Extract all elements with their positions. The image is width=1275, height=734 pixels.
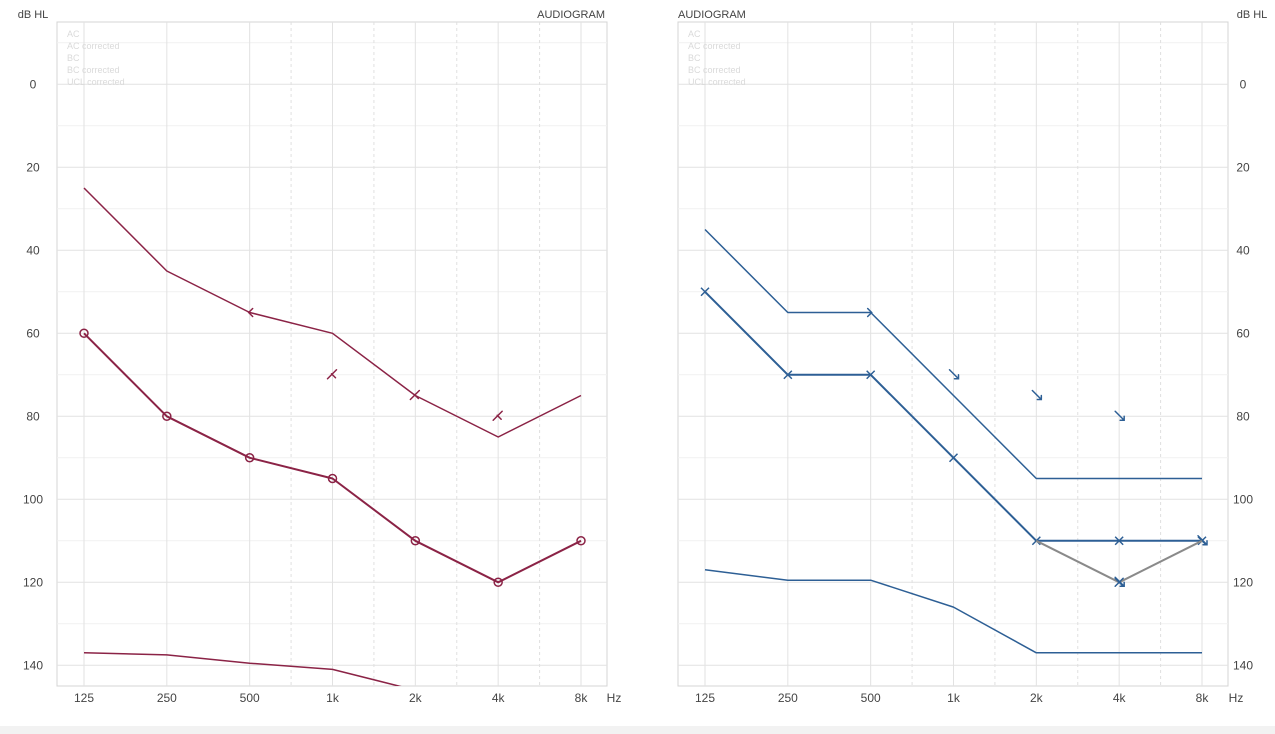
- legend-entry: BC: [67, 53, 80, 63]
- chart-title: AUDIOGRAM: [678, 9, 746, 21]
- bc-corrected-marker: [326, 369, 338, 380]
- series-line: [83, 652, 402, 686]
- legend-entry: UCL corrected: [67, 77, 125, 87]
- legend-entry: AC corrected: [688, 41, 741, 51]
- legend-entry: AC: [67, 29, 80, 39]
- series-line: [704, 569, 1202, 654]
- y-tick-label: 100: [1233, 492, 1253, 506]
- data-point-x: [1114, 536, 1124, 546]
- vertical-gridlines: [83, 22, 582, 686]
- x-tick-label: 125: [74, 691, 94, 705]
- bc-corrected-marker: [1197, 535, 1208, 546]
- legend: AC AC corrected BC BC corrected UCL correcte…: [688, 29, 746, 87]
- x-tick-label: 4k: [1113, 691, 1127, 705]
- data-point-circle: [79, 328, 89, 338]
- y-tick-label: 100: [23, 492, 43, 506]
- y-tick-label: 40: [1236, 243, 1250, 257]
- x-tick-label: 8k: [1196, 691, 1210, 705]
- x-tick-label: 250: [157, 691, 177, 705]
- y-axis-label: dB HL: [1237, 9, 1268, 21]
- x-tick-label: 1k: [326, 691, 340, 705]
- data-point-circle: [493, 577, 503, 587]
- bc-corrected-marker: [1114, 576, 1125, 587]
- right-ear-audiogram: AC AC corrected BC BC corrected UCL correcte…: [18, 9, 622, 705]
- data-point-x: [700, 287, 710, 297]
- x-tick-label: 500: [240, 691, 260, 705]
- legend-entry: BC corrected: [688, 65, 741, 75]
- bc-marker: [866, 307, 873, 318]
- data-point-x: [948, 453, 959, 463]
- y-tick-label: 20: [26, 160, 40, 174]
- y-tick-label: 120: [1233, 575, 1253, 589]
- footer-bar: [0, 726, 1275, 734]
- y-tick-label: 60: [26, 326, 40, 340]
- x-tick-label: 1k: [947, 691, 961, 705]
- legend-entry: AC corrected: [67, 41, 120, 51]
- data-point-circle: [327, 473, 338, 484]
- left-ear-audiogram: AC AC corrected BC BC corrected UCL correcte…: [677, 9, 1268, 705]
- y-tick-label: 80: [26, 409, 40, 423]
- legend-entry: UCL corrected: [688, 77, 746, 87]
- data-point-circle: [410, 536, 421, 546]
- series-line: [83, 187, 582, 438]
- legend-entry: BC corrected: [67, 65, 120, 75]
- x-tick-label: 2k: [409, 691, 423, 705]
- legend-entry: AC: [688, 29, 701, 39]
- data-point-circle: [162, 411, 172, 421]
- legend-entry: BC: [688, 53, 701, 63]
- x-tick-label: 500: [861, 691, 881, 705]
- legend: AC AC corrected BC BC corrected UCL correcte…: [67, 29, 125, 87]
- x-tick-label: 2k: [1030, 691, 1044, 705]
- data-series: [700, 228, 1207, 654]
- y-tick-label: 20: [1236, 160, 1250, 174]
- bc-corrected-marker: [948, 369, 960, 380]
- vertical-gridlines: [704, 22, 1203, 686]
- bc-corrected-marker: [1031, 389, 1043, 401]
- x-axis-unit: Hz: [607, 691, 622, 705]
- y-tick-label: 140: [1233, 658, 1253, 672]
- y-tick-label: 40: [26, 243, 40, 257]
- x-tick-label: 250: [778, 691, 798, 705]
- bc-corrected-marker: [409, 389, 421, 401]
- series-line: [83, 332, 582, 584]
- data-point-x: [783, 370, 793, 380]
- x-tick-label: 4k: [492, 691, 506, 705]
- bc-marker: [247, 307, 254, 318]
- y-tick-label: 80: [1236, 409, 1250, 423]
- y-tick-label: 0: [1240, 77, 1247, 91]
- chart-title: AUDIOGRAM: [537, 9, 605, 21]
- bc-corrected-marker: [1114, 410, 1125, 421]
- data-point-circle: [576, 536, 586, 546]
- data-point-x: [866, 370, 876, 380]
- data-series: [79, 187, 586, 686]
- y-tick-label: 120: [23, 575, 43, 589]
- y-tick-label: 140: [23, 658, 43, 672]
- x-tick-label: 125: [695, 691, 715, 705]
- x-tick-label: 8k: [575, 691, 589, 705]
- y-tick-label: 0: [30, 77, 37, 91]
- series-line: [704, 228, 1202, 480]
- x-axis-unit: Hz: [1229, 691, 1244, 705]
- bc-corrected-marker: [492, 410, 503, 421]
- data-point-circle: [244, 453, 255, 463]
- y-axis-label: dB HL: [18, 9, 49, 21]
- y-tick-label: 60: [1236, 326, 1250, 340]
